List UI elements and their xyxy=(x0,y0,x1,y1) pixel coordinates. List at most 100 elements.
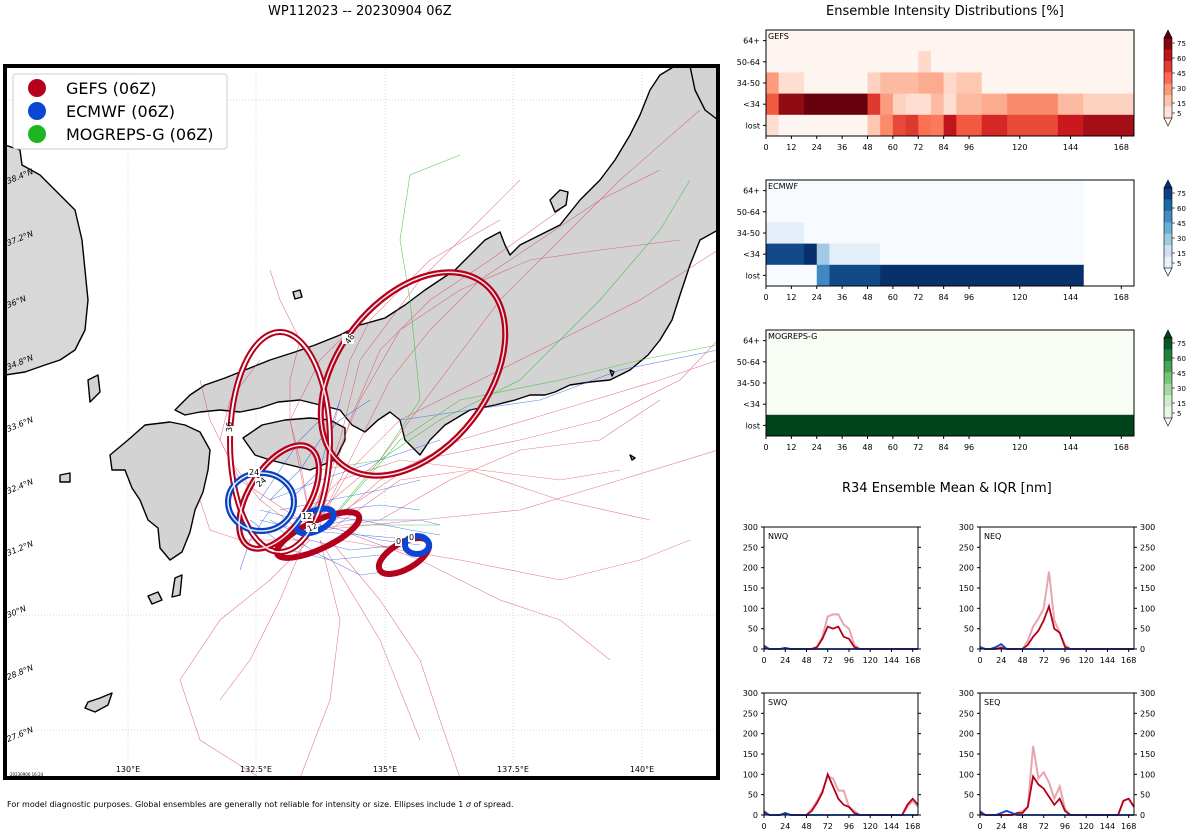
heatmap-cell xyxy=(766,372,1135,395)
heatmap-cell xyxy=(930,72,945,95)
y-tick-label: 100 xyxy=(743,604,758,613)
y-tick-label-right: 100 xyxy=(1140,604,1155,613)
y-tick-label: 0 xyxy=(969,811,974,820)
heatmap-x-label: 0 xyxy=(763,143,768,152)
colorbar-arrow-bottom xyxy=(1163,117,1173,127)
heatmap-cell xyxy=(892,30,907,52)
x-tick-label: 120 xyxy=(863,656,878,665)
colorbar-segment xyxy=(1164,95,1172,108)
colorbar-label: 30 xyxy=(1177,85,1186,93)
colorbar-segment xyxy=(1164,360,1172,373)
heatmap-cell xyxy=(880,201,1084,223)
y-tick-label-right: 200 xyxy=(1140,730,1155,739)
heatmap-y-label: 50-64 xyxy=(737,58,760,67)
heatmap-x-label: 0 xyxy=(763,443,768,452)
colorbar-label: 15 xyxy=(1177,250,1186,258)
heatmap-cell xyxy=(956,72,983,95)
map-title: WP112023 -- 20230904 06Z xyxy=(268,4,452,19)
y-tick-label: 300 xyxy=(959,689,974,698)
heatmap-cell xyxy=(905,30,919,52)
y-tick-label: 250 xyxy=(743,543,758,552)
heatmap-x-label: 168 xyxy=(1114,143,1129,152)
ellipse-highlights xyxy=(227,271,506,553)
heatmap-cell xyxy=(778,93,805,116)
x-tick-label: 72 xyxy=(1039,822,1049,831)
heatmap-x-label: 60 xyxy=(888,143,898,152)
heatmap-x-label: 144 xyxy=(1063,293,1078,302)
heatmap-x-label: 60 xyxy=(888,293,898,302)
legend-gefs-label: GEFS (06Z) xyxy=(66,79,156,98)
colorbar-segment xyxy=(1164,49,1172,62)
y-tick-label-right: 250 xyxy=(1140,543,1155,552)
heatmap-y-label: 50-64 xyxy=(737,208,760,217)
y-tick-label-right: 150 xyxy=(1140,584,1155,593)
x-tick-label: 168 xyxy=(1121,656,1136,665)
heatmap-cell xyxy=(880,72,894,95)
heatmap-cell xyxy=(943,72,957,95)
heatmap-x-label: 36 xyxy=(837,443,847,452)
x-tick-label: 168 xyxy=(1121,822,1136,831)
x-tick-label: 24 xyxy=(780,822,790,831)
yakushima xyxy=(147,591,163,605)
label-gefs-36: 36 xyxy=(225,422,234,432)
heatmap-x-label: 36 xyxy=(837,293,847,302)
heatmap-cell xyxy=(981,72,1008,95)
heatmap-y-label: 50-64 xyxy=(737,358,760,367)
heatmap-x-label: 12 xyxy=(786,293,796,302)
colorbar-label: 45 xyxy=(1177,370,1186,378)
heatmap-cell xyxy=(918,30,932,52)
heatmap-x-label: 120 xyxy=(1012,443,1027,452)
heatmap-cell xyxy=(1007,114,1059,137)
heatmap-cell xyxy=(804,201,818,223)
intensity-title: Ensemble Intensity Distributions [%] xyxy=(826,4,1064,19)
heatmap-cell xyxy=(766,72,780,95)
label-ecmwf-24: 24 xyxy=(249,468,259,477)
heatmap-cell xyxy=(867,114,881,137)
x-tick-label: 96 xyxy=(844,656,854,665)
x-tick-label: 48 xyxy=(801,822,811,831)
y-tick-label: 200 xyxy=(959,564,974,573)
heatmap-cell xyxy=(880,93,894,116)
label-ecmwf-0: 0 xyxy=(409,533,414,542)
y-tick-label-right: 50 xyxy=(1140,625,1150,634)
colorbar-label: 30 xyxy=(1177,235,1186,243)
heatmap-cell xyxy=(943,51,957,73)
heatmap-cell xyxy=(880,180,1084,202)
x-tick-label: 96 xyxy=(1060,822,1070,831)
x-tick-label: 144 xyxy=(1100,822,1115,831)
heatmap-cell xyxy=(1057,93,1084,116)
lon-label: 137.5°E xyxy=(497,765,529,774)
heatmap-cell xyxy=(943,114,957,137)
x-tick-label: 96 xyxy=(844,822,854,831)
heatmap-x-label: 96 xyxy=(964,293,974,302)
y-tick-label: 300 xyxy=(959,523,974,532)
colorbar-segment xyxy=(1164,338,1172,350)
colorbar-segment xyxy=(1164,60,1172,73)
lon-label: 140°E xyxy=(630,765,654,774)
x-tick-label: 72 xyxy=(1039,656,1049,665)
colorbar-segment xyxy=(1164,349,1172,362)
heatmap-cell xyxy=(816,180,830,202)
heatmap-cell xyxy=(766,180,805,202)
heatmap-y-label: 34-50 xyxy=(737,379,760,388)
colorbar-segment xyxy=(1164,406,1172,419)
heatmap-x-label: 48 xyxy=(862,293,872,302)
heatmap-y-label: 34-50 xyxy=(737,229,760,238)
x-tick-label: 120 xyxy=(1079,822,1094,831)
label-gefs-0: 0 xyxy=(396,537,401,546)
lon-label: 135°E xyxy=(373,765,397,774)
legend-ecmwf-marker xyxy=(28,102,46,120)
label-ecmwf-12: 12 xyxy=(302,512,312,521)
heatmap-y-label: 64+ xyxy=(743,37,760,46)
heatmap-cell xyxy=(766,201,805,223)
colorbar-label: 15 xyxy=(1177,100,1186,108)
colorbar-label: 30 xyxy=(1177,385,1186,393)
heatmap-cell xyxy=(905,114,919,137)
r34-chart-swq: SWQ 0 50 100 150 200 250 300 0 24 48 72 96 120 144 168 xyxy=(743,689,921,831)
heatmap-cell xyxy=(778,72,805,95)
heatmap-x-label: 36 xyxy=(837,143,847,152)
y-tick-label-right: 0 xyxy=(1140,811,1145,820)
x-tick-label: 144 xyxy=(884,822,899,831)
